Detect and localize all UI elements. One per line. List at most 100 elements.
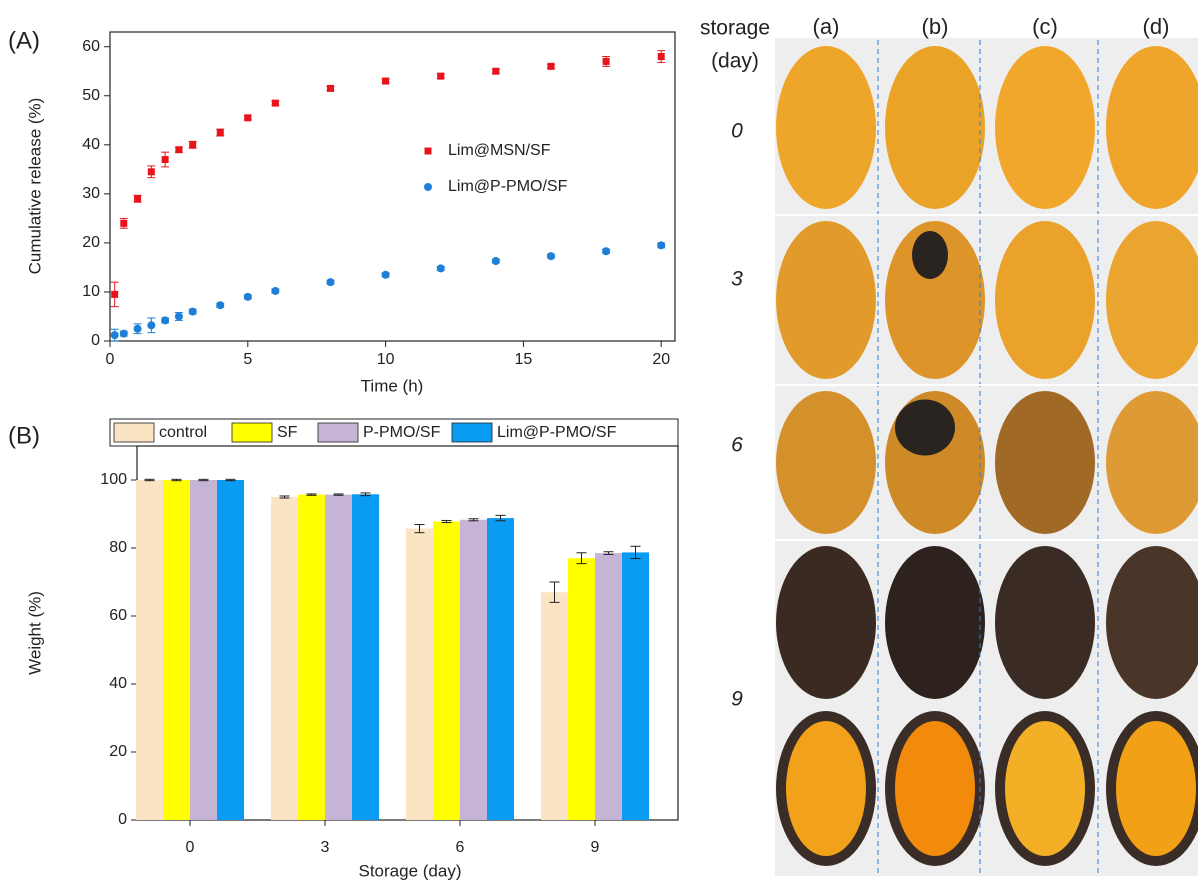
point	[603, 58, 610, 65]
point	[437, 264, 445, 272]
point	[111, 291, 118, 298]
y-tick-label: 30	[82, 185, 100, 202]
point	[217, 129, 224, 136]
point	[244, 293, 252, 301]
point	[216, 301, 224, 309]
bar	[541, 592, 568, 820]
row-label: 3	[731, 268, 743, 291]
point	[658, 53, 665, 60]
point	[162, 156, 169, 163]
mango	[776, 221, 876, 379]
point	[189, 141, 196, 148]
bar	[298, 495, 325, 820]
point	[134, 195, 141, 202]
point	[492, 257, 500, 265]
legend-label: SF	[277, 424, 298, 441]
mango	[1005, 721, 1085, 856]
point	[492, 68, 499, 75]
point	[547, 63, 554, 70]
mango-spot	[895, 400, 955, 456]
mango	[995, 546, 1095, 699]
mango	[885, 46, 985, 209]
legend-marker	[424, 183, 432, 191]
y-tick-label: 20	[82, 234, 100, 251]
y-tick-label: 60	[109, 607, 127, 624]
mango	[776, 46, 876, 209]
panel-label: (A)	[8, 27, 40, 54]
storage-label: storage	[700, 17, 770, 40]
plot-frame	[110, 32, 675, 341]
x-tick-label: 0	[106, 351, 115, 368]
bar	[460, 520, 487, 820]
panel-label: (B)	[8, 422, 40, 449]
mango-spot	[912, 231, 948, 279]
point	[272, 100, 279, 107]
mango	[786, 721, 866, 856]
bar	[271, 497, 298, 820]
point	[147, 321, 155, 329]
x-tick-label: 9	[591, 839, 600, 856]
y-tick-label: 50	[82, 87, 100, 104]
mango	[995, 391, 1095, 534]
storage-label: (day)	[711, 50, 759, 73]
point	[148, 168, 155, 175]
bar	[352, 494, 379, 820]
point	[161, 316, 169, 324]
point	[547, 252, 555, 260]
mango	[885, 546, 985, 699]
bar	[136, 480, 163, 820]
x-tick-label: 20	[652, 351, 670, 368]
point	[602, 247, 610, 255]
legend-swatch	[318, 423, 358, 442]
legend-label: control	[159, 424, 207, 441]
bar	[163, 480, 190, 820]
column-label: (a)	[813, 14, 840, 39]
legend-label: Lim@P-PMO/SF	[448, 178, 568, 195]
y-tick-label: 0	[91, 332, 100, 349]
row-label: 0	[731, 120, 743, 143]
x-tick-label: 6	[456, 839, 465, 856]
bar	[487, 518, 514, 820]
x-tick-label: 3	[321, 839, 330, 856]
point	[382, 78, 389, 85]
point	[244, 114, 251, 121]
row-label: 6	[731, 434, 743, 457]
y-tick-label: 100	[100, 471, 127, 488]
bar	[568, 558, 595, 820]
bar	[217, 480, 244, 820]
column-label: (d)	[1143, 14, 1170, 39]
mango	[776, 546, 876, 699]
bar	[406, 529, 433, 820]
point	[437, 73, 444, 80]
point	[120, 330, 128, 338]
x-tick-label: 10	[377, 351, 395, 368]
legend-swatch	[232, 423, 272, 442]
y-tick-label: 20	[109, 743, 127, 760]
y-tick-label: 0	[118, 811, 127, 828]
point	[326, 278, 334, 286]
point	[120, 220, 127, 227]
point	[175, 312, 183, 320]
y-tick-label: 10	[82, 283, 100, 300]
legend-label: P-PMO/SF	[363, 424, 441, 441]
y-tick-label: 40	[82, 136, 100, 153]
y-tick-label: 80	[109, 539, 127, 556]
y-tick-label: 40	[109, 675, 127, 692]
x-tick-label: 15	[515, 351, 533, 368]
row-label: 9	[731, 688, 743, 711]
legend-label: Lim@P-PMO/SF	[497, 424, 617, 441]
point	[382, 271, 390, 279]
mango	[776, 391, 876, 534]
bar	[622, 552, 649, 820]
point	[189, 308, 197, 316]
x-tick-label: 0	[186, 839, 195, 856]
y-axis-label: Cumulative release (%)	[25, 98, 44, 275]
y-axis-label: Weight (%)	[25, 591, 44, 675]
bar	[190, 480, 217, 820]
x-axis-label: Time (h)	[361, 376, 424, 395]
bar	[595, 553, 622, 820]
point	[657, 241, 665, 249]
bar	[325, 495, 352, 820]
mango	[895, 721, 975, 856]
legend-marker	[425, 148, 432, 155]
